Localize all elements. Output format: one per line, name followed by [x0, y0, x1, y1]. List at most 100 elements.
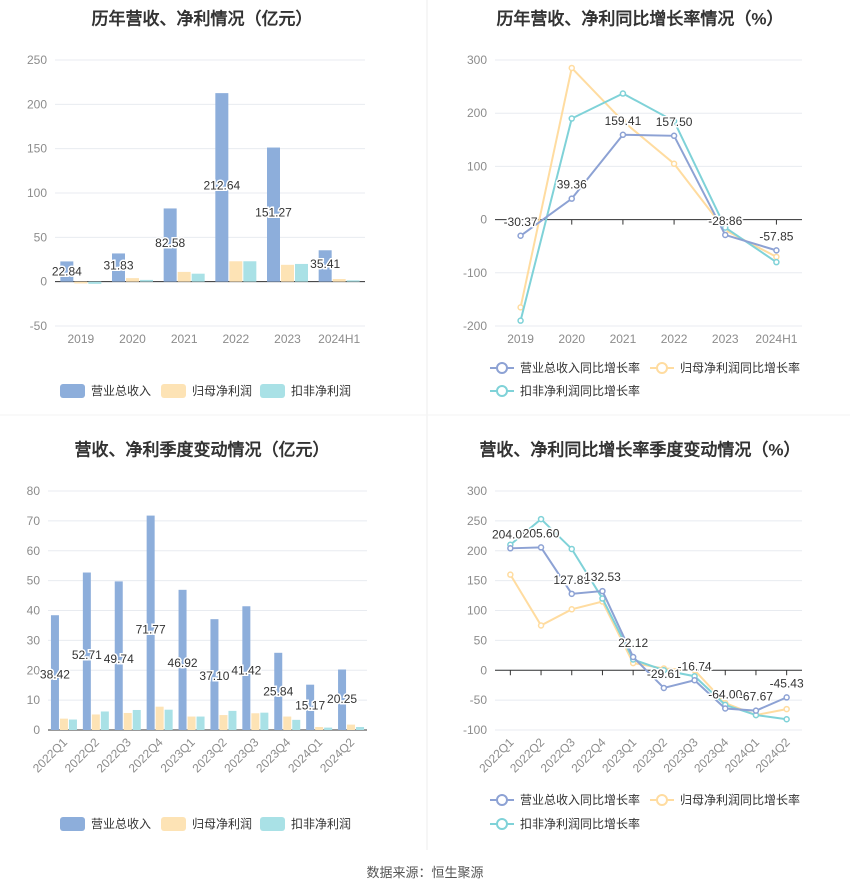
bar — [324, 727, 333, 730]
y-tick-label: 250 — [467, 514, 487, 528]
bar — [178, 589, 187, 730]
bar — [164, 709, 173, 730]
x-tick-label: 2021 — [171, 332, 198, 346]
legend-marker — [496, 794, 508, 806]
legend-label: 归母净利润同比增长率 — [680, 360, 800, 375]
bar — [177, 271, 191, 282]
bar — [187, 716, 196, 730]
series-point — [568, 195, 575, 202]
series-point — [629, 653, 637, 661]
legend-label: 扣非净利润同比增长率 — [520, 383, 640, 398]
y-tick-label: 70 — [27, 514, 41, 528]
legend-label: 归母净利润 — [192, 817, 252, 831]
y-tick-label: 200 — [467, 106, 487, 120]
series-point — [507, 545, 514, 552]
series-point — [783, 715, 790, 723]
series-point — [568, 64, 575, 72]
data-label: 22.12 — [618, 636, 648, 650]
bar — [163, 208, 177, 282]
legend-label: 扣非净利润 — [291, 817, 351, 831]
data-label: 20.25 — [327, 692, 357, 706]
data-label: 25.84 — [263, 684, 293, 698]
bar — [315, 727, 324, 730]
bar — [146, 515, 155, 730]
annual-revenue-profit-bar-chart: 历年营收、净利情况（亿元） -50 0 50 100 150 200 250 2019 2020 2… — [27, 8, 365, 398]
y-tick-label: -50 — [470, 693, 488, 707]
data-label: 22.84 — [52, 264, 82, 278]
y-tick-label: 0 — [480, 663, 487, 677]
series-point — [670, 117, 678, 125]
x-tick-label: 2020 — [119, 332, 146, 346]
legend-marker — [496, 385, 508, 397]
data-label: 38.42 — [40, 667, 70, 681]
data-label: -16.74 — [678, 659, 712, 673]
legend-label: 扣非净利润同比增长率 — [520, 816, 640, 831]
series-point — [619, 117, 627, 125]
x-tick-label: 2022 — [222, 332, 249, 346]
bar — [283, 716, 292, 730]
y-tick-label: 150 — [27, 142, 47, 156]
series-point — [691, 667, 698, 674]
bar — [243, 261, 257, 282]
series-point — [568, 115, 575, 122]
y-tick-label: 150 — [467, 574, 487, 588]
bar — [318, 250, 332, 282]
data-label: 127.88 — [553, 573, 590, 587]
y-tick-label: -50 — [30, 319, 48, 333]
legend-label: 归母净利润同比增长率 — [680, 792, 800, 807]
bar — [346, 280, 360, 282]
y-tick-label: 10 — [27, 693, 41, 707]
x-tick-label: 2023Q1 — [158, 735, 198, 775]
x-tick-label: 2023Q3 — [221, 735, 261, 775]
y-tick-label: 100 — [467, 604, 487, 618]
series-point — [752, 707, 760, 714]
series-point — [507, 571, 514, 578]
bar — [59, 718, 68, 730]
bar — [274, 652, 283, 730]
x-tick-label: 2024Q2 — [317, 735, 357, 775]
bar — [74, 281, 88, 284]
bar — [219, 715, 228, 730]
bar — [215, 93, 229, 282]
series-line — [519, 65, 777, 308]
series-point — [517, 232, 524, 240]
x-tick-label: 2019 — [67, 332, 94, 346]
series-point — [670, 160, 678, 167]
chart-title: 营收、净利同比增长率季度变动情况（%） — [479, 439, 800, 459]
series-point — [517, 304, 524, 311]
data-source-note: 数据来源：恒生聚源 — [366, 865, 484, 880]
x-tick-label: 2024Q1 — [285, 735, 325, 775]
x-tick-label: 2022Q1 — [30, 735, 70, 775]
x-tick-label: 2022Q4 — [126, 735, 166, 775]
legend-marker — [656, 794, 668, 806]
data-label: 159.41 — [605, 114, 642, 128]
legend-marker — [496, 818, 508, 830]
legend-marker — [496, 362, 508, 374]
series-point — [568, 545, 575, 553]
series-point — [773, 247, 780, 254]
legend-swatch — [161, 384, 186, 398]
series-point — [517, 317, 524, 324]
quarterly-revenue-profit-bar-chart: 营收、净利季度变动情况（亿元）010203040506070802022Q120… — [27, 439, 367, 831]
y-tick-label: 0 — [40, 275, 47, 289]
series-point — [722, 231, 729, 239]
data-label: 151.27 — [255, 206, 292, 220]
y-tick-label: 50 — [34, 230, 48, 244]
legend-swatch — [260, 384, 285, 398]
y-tick-label: -100 — [463, 266, 487, 280]
series-point — [783, 694, 790, 701]
y-tick-label: 20 — [27, 663, 41, 677]
series-point — [568, 606, 575, 613]
series-point — [722, 224, 729, 231]
y-tick-label: 0 — [480, 213, 487, 227]
bar — [100, 711, 109, 730]
bar — [60, 261, 74, 282]
series-point — [660, 667, 668, 674]
bar — [295, 263, 308, 282]
series-point — [537, 622, 545, 629]
y-tick-label: 300 — [467, 484, 487, 498]
series-point — [783, 705, 790, 713]
y-tick-label: 100 — [27, 186, 47, 200]
data-label: 41.42 — [231, 663, 261, 677]
series-point — [537, 515, 545, 523]
